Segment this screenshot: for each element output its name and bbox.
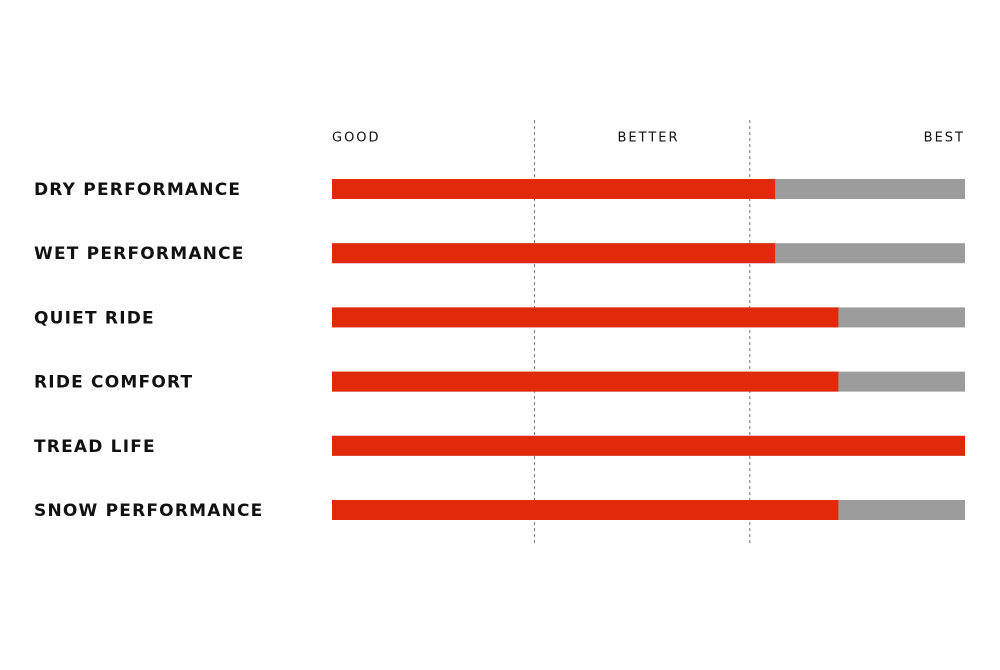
- bar: [332, 371, 839, 392]
- category-label: WET PERFORMANCE: [34, 244, 245, 264]
- bar: [332, 243, 776, 264]
- x-tick-label: BETTER: [617, 131, 679, 146]
- category-label: QUIET RIDE: [34, 308, 155, 328]
- x-tick-label: GOOD: [332, 131, 381, 146]
- bar: [332, 435, 965, 456]
- bar: [332, 307, 839, 328]
- bar: [332, 179, 776, 199]
- x-tick-label: BEST: [924, 131, 965, 146]
- category-label: SNOW PERFORMANCE: [34, 501, 264, 521]
- category-label: TREAD LIFE: [34, 437, 156, 457]
- category-label: RIDE COMFORT: [34, 373, 193, 393]
- bar: [332, 500, 839, 520]
- category-label: DRY PERFORMANCE: [34, 180, 241, 200]
